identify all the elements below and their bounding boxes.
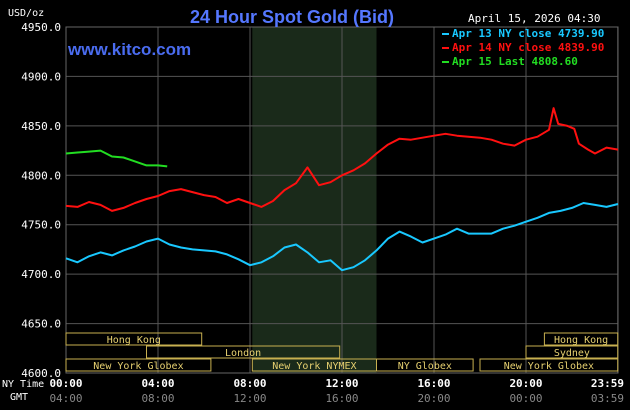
session-label: NY Globex <box>398 361 452 372</box>
y-tick-label: 4950.0 <box>21 21 61 34</box>
session-label: London <box>225 348 261 359</box>
x-tick-label-gmt: 00:00 <box>509 392 542 405</box>
session-label: New York Globex <box>504 361 594 372</box>
session-band <box>525 345 619 359</box>
session-bands-group: Hong Kong Hong Kong London Sydney New York G… <box>65 332 619 372</box>
x-tick-label-ny: 12:00 <box>325 377 358 390</box>
x-tick-label-gmt: 20:00 <box>417 392 450 405</box>
series-line-2 <box>65 107 619 212</box>
axis-labels-group: 4600.0 4650.0 4700.0 4750.0 4800.0 4850.0 4900… <box>2 21 624 405</box>
session-band <box>376 358 474 372</box>
x-row-label-gmt: GMT <box>10 392 28 403</box>
session-label: New York Globex <box>93 361 183 372</box>
plot-frame <box>65 26 619 374</box>
chart-title: 24 Hour Spot Gold (Bid) <box>190 7 394 27</box>
x-tick-label-ny: 16:00 <box>417 377 450 390</box>
market-hours-shade <box>252 27 377 373</box>
session-band <box>146 345 341 359</box>
session-band <box>479 358 619 372</box>
kitco-watermark: www.kitco.com <box>67 40 191 59</box>
x-tick-label-ny: 23:59 <box>591 377 624 390</box>
session-band <box>65 332 203 346</box>
series-group <box>65 107 619 272</box>
session-label: Hong Kong <box>554 335 608 346</box>
session-label: Sydney <box>554 348 590 359</box>
session-label: Hong Kong <box>107 335 161 346</box>
series-line-1 <box>65 202 619 272</box>
x-tick-label-gmt: 12:00 <box>233 392 266 405</box>
series-line-3 <box>65 149 168 168</box>
y-tick-label: 4700.0 <box>21 268 61 281</box>
x-tick-label-ny: 08:00 <box>233 377 266 390</box>
y-tick-label: 4650.0 <box>21 318 61 331</box>
x-tick-label-gmt: 04:00 <box>49 392 82 405</box>
x-tick-label-ny: 04:00 <box>141 377 174 390</box>
legend-entry: Apr 13 NY close 4739.90 <box>452 27 604 40</box>
session-band <box>543 332 619 346</box>
y-tick-label: 4750.0 <box>21 219 61 232</box>
y-tick-label: 4600.0 <box>21 367 61 380</box>
session-band <box>65 358 212 372</box>
y-tick-label: 4800.0 <box>21 169 61 182</box>
shaded-region-group <box>252 27 377 373</box>
grid-group <box>65 26 619 374</box>
x-tick-label-gmt: 16:00 <box>325 392 358 405</box>
legend-entry: Apr 14 NY close 4839.90 <box>452 41 604 54</box>
y-tick-label: 4850.0 <box>21 120 61 133</box>
x-tick-label-ny: 00:00 <box>49 377 82 390</box>
x-tick-label-ny: 20:00 <box>509 377 542 390</box>
y-tick-label: 4900.0 <box>21 70 61 83</box>
date-label: April 15, 2026 04:30 <box>468 12 600 25</box>
legend-entry: Apr 15 Last 4808.60 <box>452 55 578 68</box>
session-label: New York NYMEX <box>272 361 356 372</box>
x-row-label-ny: NY Time <box>2 379 44 390</box>
y-unit-label: USD/oz <box>8 8 44 19</box>
x-tick-label-gmt: 03:59 <box>591 392 624 405</box>
x-tick-label-gmt: 08:00 <box>141 392 174 405</box>
